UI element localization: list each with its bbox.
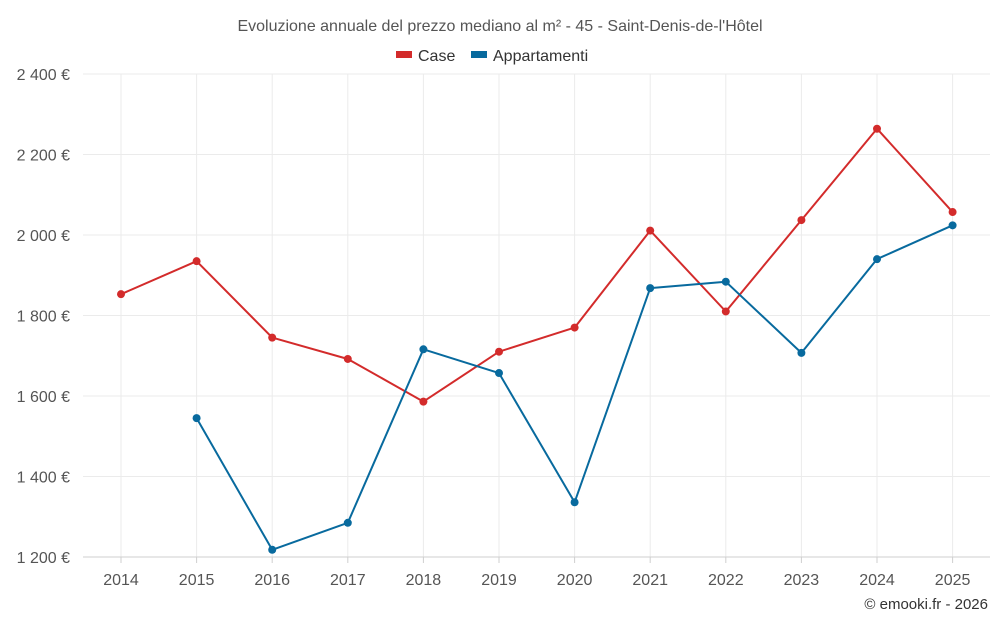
legend-label-case: Case (418, 48, 455, 65)
legend-swatch-appartamenti (471, 51, 487, 58)
credit-text: © emooki.fr - 2026 (864, 596, 988, 613)
x-tick-label: 2023 (784, 572, 820, 589)
data-point-case-2021[interactable] (646, 226, 655, 235)
data-point-case-2019[interactable] (495, 347, 503, 356)
data-point-appartamenti-2025[interactable] (948, 221, 957, 230)
data-point-appartamenti-2017[interactable] (343, 518, 352, 527)
data-point-case-2014[interactable] (117, 290, 125, 299)
gridlines (83, 73, 990, 558)
data-point-case-2016[interactable] (268, 333, 277, 342)
data-point-case-2022[interactable] (721, 307, 730, 316)
chart-title: Evoluzione annuale del prezzo mediano al… (237, 18, 762, 35)
data-point-appartamenti-2020[interactable] (570, 498, 579, 507)
data-point-case-2018[interactable] (419, 397, 428, 406)
x-tick-label: 2014 (103, 572, 139, 589)
data-point-appartamenti-2019[interactable] (495, 369, 503, 378)
y-tick-label: 1 600 € (17, 389, 70, 406)
x-tick-label: 2017 (330, 572, 366, 589)
x-tick-label: 2015 (179, 572, 215, 589)
x-tick-label: 2018 (406, 572, 442, 589)
data-point-case-2023[interactable] (797, 216, 806, 225)
y-tick-label: 1 800 € (17, 309, 70, 326)
data-point-appartamenti-2018[interactable] (419, 345, 428, 354)
data-point-case-2024[interactable] (873, 124, 881, 133)
data-point-appartamenti-2015[interactable] (192, 414, 201, 423)
data-point-case-2017[interactable] (343, 354, 352, 363)
y-tick-label: 2 000 € (17, 228, 70, 245)
legend: Case Appartamenti (396, 48, 588, 65)
series-appartamenti (192, 221, 957, 554)
series-line-case (120, 127, 954, 403)
x-tick-label: 2021 (632, 572, 668, 589)
series-case (117, 124, 957, 406)
data-point-appartamenti-2022[interactable] (721, 277, 730, 286)
x-axis: 2014 2015 2016 2017 2018 2019 2020 2021 2022 2023… (83, 556, 990, 589)
x-tick-label: 2024 (859, 572, 895, 589)
legend-item-case[interactable]: Case (396, 48, 455, 65)
data-point-appartamenti-2024[interactable] (873, 255, 881, 264)
y-tick-label: 1 200 € (17, 550, 70, 567)
x-tick-label: 2022 (708, 572, 744, 589)
data-point-appartamenti-2021[interactable] (646, 284, 655, 293)
data-point-appartamenti-2023[interactable] (797, 348, 806, 357)
y-tick-label: 1 400 € (17, 470, 70, 487)
x-tick-label: 2025 (935, 572, 971, 589)
x-tick-label: 2019 (481, 572, 517, 589)
data-point-appartamenti-2016[interactable] (268, 545, 277, 554)
data-point-case-2020[interactable] (570, 323, 579, 332)
x-tick-label: 2016 (254, 572, 290, 589)
legend-label-appartamenti: Appartamenti (493, 48, 588, 65)
y-tick-label: 2 400 € (17, 67, 70, 84)
data-point-case-2015[interactable] (192, 257, 201, 266)
data-point-case-2025[interactable] (948, 208, 957, 217)
y-axis: 1 200 € 1 400 € 1 600 € 1 800 € 2 000 € 2 200… (17, 67, 70, 567)
legend-item-appartamenti[interactable]: Appartamenti (471, 48, 588, 65)
y-tick-label: 2 200 € (17, 148, 70, 165)
legend-swatch-case (396, 51, 412, 58)
x-tick-label: 2020 (557, 572, 593, 589)
series-layer (117, 124, 957, 554)
